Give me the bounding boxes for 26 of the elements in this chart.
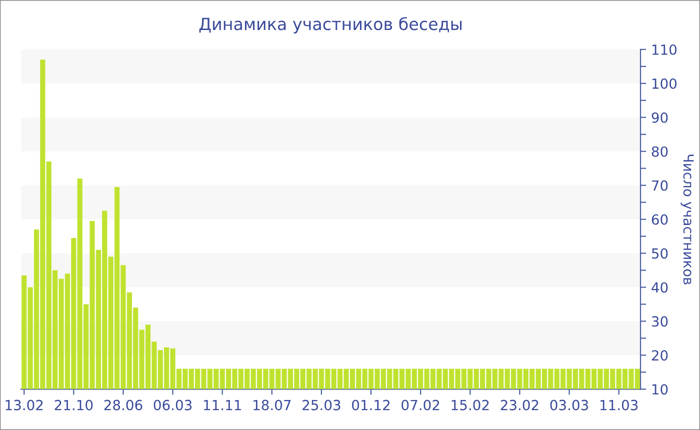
x-tick-label: 13.02 xyxy=(6,400,43,410)
y-tick-label: 20 xyxy=(652,350,668,361)
x-tick-label: 03.03 xyxy=(550,400,588,410)
y-tick-label: 100 xyxy=(652,78,677,89)
y-tick-label: 70 xyxy=(652,180,668,191)
x-tick-label: 07.02 xyxy=(402,400,440,410)
y-axis-title: Число участников xyxy=(680,154,694,284)
x-tick-label: 06.03 xyxy=(154,400,192,410)
chart-title: Динамика участников беседы xyxy=(199,17,462,34)
x-tick-label: 25.03 xyxy=(302,400,340,410)
x-tick-label: 11.03 xyxy=(600,400,638,410)
x-tick-label: 23.02 xyxy=(500,400,538,410)
x-tick-label: 15.02 xyxy=(452,400,489,410)
y-tick-label: 10 xyxy=(652,384,668,395)
y-tick-label: 80 xyxy=(652,146,668,157)
y-tick-label: 110 xyxy=(652,44,677,55)
y-tick-label: 30 xyxy=(652,316,668,327)
y-tick-label: 90 xyxy=(652,112,668,123)
x-tick-label: 21.10 xyxy=(54,400,93,410)
x-tick-label: 11.11 xyxy=(204,400,241,410)
x-tick-label: 18.07 xyxy=(254,400,291,410)
x-tick-label: 28.06 xyxy=(104,400,142,410)
y-tick-label: 50 xyxy=(652,248,668,259)
y-tick-label: 60 xyxy=(652,214,668,225)
x-tick-label: 01.12 xyxy=(352,400,390,410)
y-tick-label: 40 xyxy=(652,282,668,293)
